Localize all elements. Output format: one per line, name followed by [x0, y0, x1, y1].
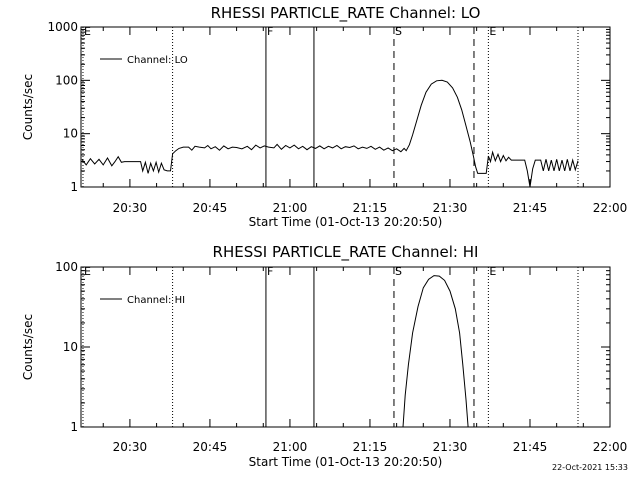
plot-frame [80, 266, 611, 428]
marker-label: S [395, 265, 402, 278]
marker-label: F [267, 265, 273, 278]
series-line [81, 79, 579, 187]
y-tick-label: 1000 [47, 20, 78, 34]
y-axis-label: Counts/sec [21, 314, 35, 380]
x-tick-label: 20:45 [193, 201, 228, 215]
marker-label: F [267, 25, 273, 38]
marker-label: E [489, 25, 496, 38]
x-tick-label: 20:45 [193, 440, 228, 454]
chart-title: RHESSI PARTICLE_RATE Channel: HI [213, 243, 479, 262]
y-tick-label: 100 [55, 260, 78, 274]
marker-label: E [489, 265, 496, 278]
x-tick-label: 21:45 [513, 201, 548, 215]
series-line [402, 275, 469, 427]
x-tick-label: 22:00 [593, 440, 628, 454]
legend-label: Channel: HI [127, 295, 185, 306]
x-tick-label: 21:30 [433, 201, 468, 215]
x-axis-label: Start Time (01-Oct-13 20:20:50) [249, 455, 443, 469]
marker-label: E [84, 265, 91, 278]
chart-panel-1: RHESSI PARTICLE_RATE Channel: LO 20:30 20:… [21, 4, 627, 229]
x-axis-label: Start Time (01-Oct-13 20:20:50) [249, 215, 443, 229]
legend-label: Channel: LO [127, 55, 188, 66]
y-tick-label: 1 [70, 420, 78, 434]
series-group [81, 79, 579, 187]
x-tick-label: 21:15 [353, 440, 388, 454]
y-tick-label: 100 [55, 73, 78, 87]
x-tick-label: 21:15 [353, 201, 388, 215]
y-tick-label: 1 [70, 180, 78, 194]
marker-label: S [395, 25, 402, 38]
y-axis-label: Counts/sec [21, 74, 35, 140]
y-tick-label: 10 [63, 340, 78, 354]
x-tick-label: 21:45 [513, 440, 548, 454]
chart-title: RHESSI PARTICLE_RATE Channel: LO [211, 4, 481, 23]
series-group [402, 275, 469, 427]
x-tick-label: 21:00 [273, 201, 308, 215]
marker-label: E [84, 25, 91, 38]
plot-frame [80, 26, 611, 188]
x-tick-label: 21:00 [273, 440, 308, 454]
x-tick-label: 21:30 [433, 440, 468, 454]
y-tick-label: 10 [63, 127, 78, 141]
footer-timestamp: 22-Oct-2021 15:33 [552, 463, 628, 472]
x-tick-label: 20:30 [113, 201, 148, 215]
chart-panel-2: RHESSI PARTICLE_RATE Channel: HI 20:30 20:… [21, 243, 627, 469]
x-tick-label: 22:00 [593, 201, 628, 215]
x-tick-label: 20:30 [113, 440, 148, 454]
